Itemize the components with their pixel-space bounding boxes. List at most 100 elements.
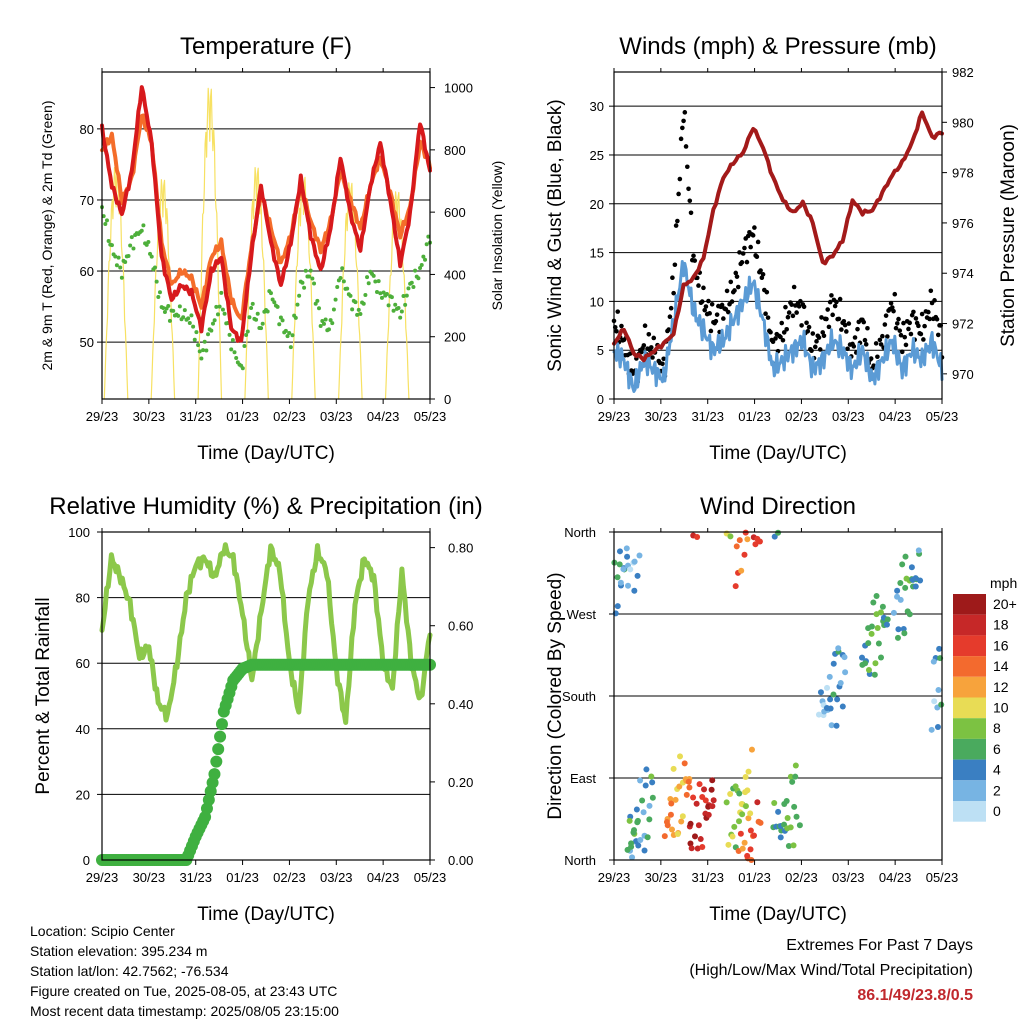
direction-point: [745, 768, 752, 775]
direction-point: [790, 842, 797, 849]
gust-point: [873, 341, 879, 346]
direction-point: [771, 800, 778, 807]
gust-point: [846, 321, 852, 326]
x-tick-label: 30/23: [133, 870, 166, 885]
direction-point: [625, 582, 632, 589]
direction-point: [687, 820, 694, 827]
direction-point: [792, 762, 799, 769]
dewpoint-point: [275, 304, 280, 309]
dewpoint-point: [406, 286, 411, 291]
x-tick-label: 29/23: [598, 409, 631, 424]
y-tick-label: 0: [597, 392, 604, 407]
direction-point: [783, 797, 790, 804]
direction-point: [912, 575, 919, 582]
plot-frame: [613, 531, 943, 861]
direction-point: [649, 794, 656, 801]
wind-series: [612, 260, 944, 393]
dewpoint-point: [118, 265, 123, 270]
dewpoint-point: [215, 312, 220, 317]
extremes-block: Extremes For Past 7 Days (High/Low/Max W…: [689, 933, 973, 1008]
gust-point: [865, 325, 870, 331]
direction-point: [670, 765, 677, 772]
gust-point: [880, 333, 885, 339]
gust-point: [703, 304, 709, 309]
dewpoint-point: [247, 315, 252, 320]
gust-point: [768, 329, 773, 335]
direction-point: [934, 723, 941, 730]
gust-point: [773, 336, 778, 341]
direction-point: [687, 840, 694, 847]
direction-point: [710, 797, 717, 804]
y-tick-label: North: [564, 853, 596, 868]
gust-point: [794, 310, 799, 315]
direction-point: [878, 654, 885, 661]
y2-tick-label: 600: [444, 205, 466, 220]
gust-point: [897, 328, 903, 333]
gust-point: [713, 318, 719, 324]
dewpoint-point: [371, 273, 376, 278]
dewpoint-point: [196, 343, 201, 348]
dewpoint-point: [288, 345, 293, 350]
dewpoint-point: [272, 300, 277, 305]
dewpoint-point: [393, 302, 398, 307]
dewpoint-point: [232, 350, 237, 355]
dewpoint-point: [171, 308, 176, 313]
direction-point: [695, 822, 702, 829]
y2-tick-label: 800: [444, 143, 466, 158]
direction-point: [732, 583, 739, 590]
gust-point: [841, 318, 847, 324]
gust-point: [913, 316, 919, 321]
direction-point: [629, 854, 636, 861]
dewpoint-point: [101, 214, 106, 219]
gust-point: [883, 313, 889, 318]
gust-point: [896, 316, 901, 322]
y2-tick-label: 0.40: [448, 697, 473, 712]
x-axis-label: Time (Day/UTC): [197, 443, 335, 464]
direction-point: [668, 826, 675, 833]
x-tick-label: 05/23: [926, 409, 959, 424]
dewpoint-point: [365, 275, 370, 280]
gust-point: [687, 198, 693, 204]
dewpoint-point: [338, 276, 343, 281]
chart-title: Temperature (F): [180, 33, 352, 60]
y-tick-label: 80: [80, 122, 94, 137]
x-tick-label: 01/23: [738, 409, 771, 424]
direction-point: [789, 778, 796, 785]
gust-point: [670, 275, 675, 281]
dewpoint-point: [389, 295, 394, 300]
dewpoint-point: [313, 301, 318, 306]
direction-point: [931, 698, 938, 705]
direction-point: [775, 529, 782, 536]
gust-point: [763, 311, 768, 317]
rh-series: [99, 542, 433, 725]
y2-tick-label: 0.60: [448, 619, 473, 634]
gust-point: [666, 327, 671, 332]
gust-point: [672, 262, 678, 268]
direction-point: [699, 844, 706, 851]
direction-point: [747, 827, 754, 834]
gust-point: [675, 218, 680, 224]
direction-point: [787, 824, 794, 831]
legend-label: 16: [993, 637, 1009, 653]
direction-point: [824, 684, 831, 691]
gust-point: [903, 342, 909, 348]
legend-label: 20+: [993, 596, 1017, 612]
direction-point: [614, 574, 621, 581]
y-tick-label: West: [567, 607, 597, 622]
gust-point: [702, 307, 707, 313]
gust-point: [891, 308, 896, 314]
direction-point: [837, 680, 844, 687]
gust-point: [875, 354, 880, 360]
dewpoint-point: [348, 293, 353, 298]
dewpoint-point: [317, 306, 322, 311]
dewpoint-point: [129, 235, 134, 240]
gust-point: [918, 331, 924, 337]
dewpoint-point: [399, 309, 404, 314]
dewpoint-point: [214, 304, 219, 309]
direction-point: [693, 800, 700, 807]
gust-point: [706, 298, 711, 304]
direction-point: [834, 696, 841, 703]
gust-point: [714, 312, 720, 317]
dewpoint-point: [230, 337, 235, 342]
x-tick-label: 04/23: [367, 409, 400, 424]
